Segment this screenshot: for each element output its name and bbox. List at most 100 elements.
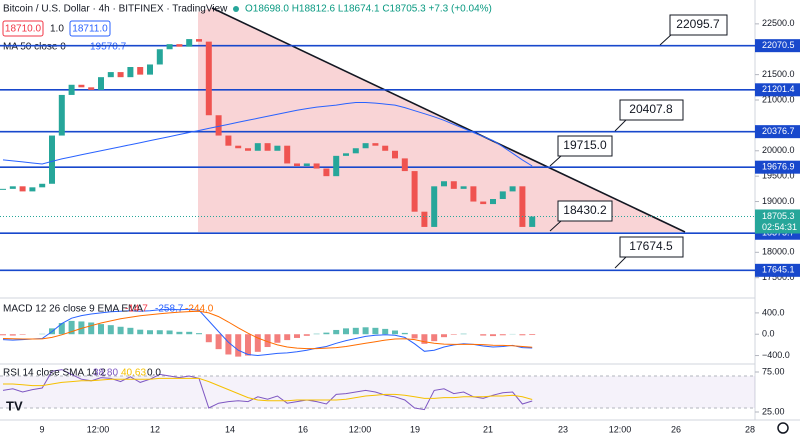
macd-hist <box>294 334 300 338</box>
candle-body <box>78 84 85 88</box>
x-tick-label: 28 <box>745 424 755 434</box>
macd-hist <box>215 334 222 350</box>
macd-hist <box>284 334 291 341</box>
sell-price[interactable]: 18710.0 <box>5 24 42 35</box>
y-tick-label: 400.0 <box>762 307 785 317</box>
candle-body <box>441 181 447 187</box>
macd-hist <box>0 334 6 336</box>
symbol-title: Bitcoin / U.S. Dollar · 4h · BITFINEX · … <box>3 4 228 15</box>
y-tick-label: 21000.0 <box>762 94 795 104</box>
countdown: 02:54:31 <box>762 222 797 232</box>
macd-hist <box>9 334 16 336</box>
macd-hist <box>313 333 320 335</box>
macd-hist <box>117 326 124 335</box>
macd-hist <box>499 334 506 336</box>
macd-hist <box>352 327 359 335</box>
candle-body <box>470 186 477 202</box>
candle-body <box>499 191 506 200</box>
candle-body <box>529 216 536 227</box>
callout-label: 20407.8 <box>629 102 673 116</box>
macd-hist <box>274 334 281 343</box>
y-tick-label: −400.0 <box>762 350 790 360</box>
macd-hist <box>127 327 134 335</box>
callout-leader <box>549 155 562 167</box>
rsi-readout: 40.63 <box>121 368 146 379</box>
macd-line <box>2 308 533 357</box>
macd-hist <box>78 321 85 335</box>
price-label: 18705.3 <box>762 211 795 221</box>
x-tick-label: 12:00 <box>609 424 632 434</box>
macd-hist <box>519 334 526 336</box>
macd-hist <box>19 334 26 335</box>
candle-body <box>166 44 173 50</box>
callouts: 22095.7 20407.8 19715.0 18430.2 17674.5 <box>549 14 728 269</box>
candle-body <box>19 186 26 192</box>
buy-box[interactable] <box>69 20 111 37</box>
candle-body <box>421 211 428 227</box>
macd-hist <box>196 333 202 335</box>
y-tick-label: 20000.0 <box>762 145 795 155</box>
macd-hist <box>176 331 183 335</box>
rsi-readout: 0.0 <box>147 368 161 379</box>
y-tick-label: 21500.0 <box>762 69 795 79</box>
candle-body <box>450 181 457 189</box>
x-tick-label: 12:00 <box>87 424 110 434</box>
macd-hist <box>411 334 418 339</box>
level-label: 19676.9 <box>762 162 795 172</box>
rsi-legend: RSI 14 close SMA 14 2 <box>3 368 106 379</box>
candle-body <box>235 145 242 149</box>
tv-logo[interactable]: TV <box>6 398 23 413</box>
level-badge <box>755 39 800 53</box>
y-tick-label: 22500.0 <box>762 18 795 28</box>
buy-price[interactable]: 18711.0 <box>72 24 108 35</box>
candle-body <box>274 145 281 151</box>
macd-hist <box>156 330 163 335</box>
x-tick-label: 26 <box>671 424 681 434</box>
level-label: 21201.4 <box>762 84 795 94</box>
price-badge <box>755 209 800 234</box>
callout-leader <box>614 256 627 269</box>
level-label: 20376.7 <box>762 126 795 136</box>
candle-body <box>460 186 467 189</box>
macd-hist <box>343 328 349 335</box>
candle-body <box>39 183 46 188</box>
ma-readout: 19570.7 <box>90 42 127 53</box>
macd-legend: MACD 12 26 close 9 EMA EMA <box>3 304 143 315</box>
x-tick-label: 21 <box>483 424 493 434</box>
candle-body <box>480 201 487 205</box>
macd-hist <box>333 329 340 335</box>
callout-box <box>669 14 728 36</box>
x-tick-label: 16 <box>298 424 308 434</box>
macd-hist <box>68 320 75 335</box>
settings-icon[interactable] <box>777 422 789 434</box>
macd-readout: -14.7 <box>125 304 148 315</box>
signal-line <box>2 310 533 350</box>
macd-hist <box>362 327 369 335</box>
ma-line <box>2 102 533 167</box>
candle-body <box>225 135 232 146</box>
sell-box[interactable] <box>2 20 44 37</box>
candle-body <box>284 145 291 164</box>
macd-hist <box>58 323 65 335</box>
candle-body <box>401 158 408 172</box>
macd-hist <box>254 334 261 352</box>
candle-body <box>0 188 6 190</box>
triangle-zone <box>198 8 685 232</box>
callout-box <box>557 135 613 157</box>
x-tick-label: 12:00 <box>349 424 372 434</box>
macd-hist <box>392 330 398 335</box>
macd-hist <box>441 334 447 338</box>
candle-body <box>107 72 114 78</box>
candle-body <box>156 49 163 65</box>
level-badge <box>755 160 800 174</box>
y-tick-label: 19000.0 <box>762 196 795 206</box>
macd-hist <box>460 333 467 335</box>
macd-hist <box>88 322 95 335</box>
level-badge <box>755 125 800 139</box>
macd-hist <box>529 334 536 336</box>
y-tick-label: 19500.0 <box>762 171 795 181</box>
candle-body <box>392 150 398 159</box>
candle-body <box>127 67 134 78</box>
candle-body <box>205 41 212 116</box>
candle-body <box>137 67 144 75</box>
